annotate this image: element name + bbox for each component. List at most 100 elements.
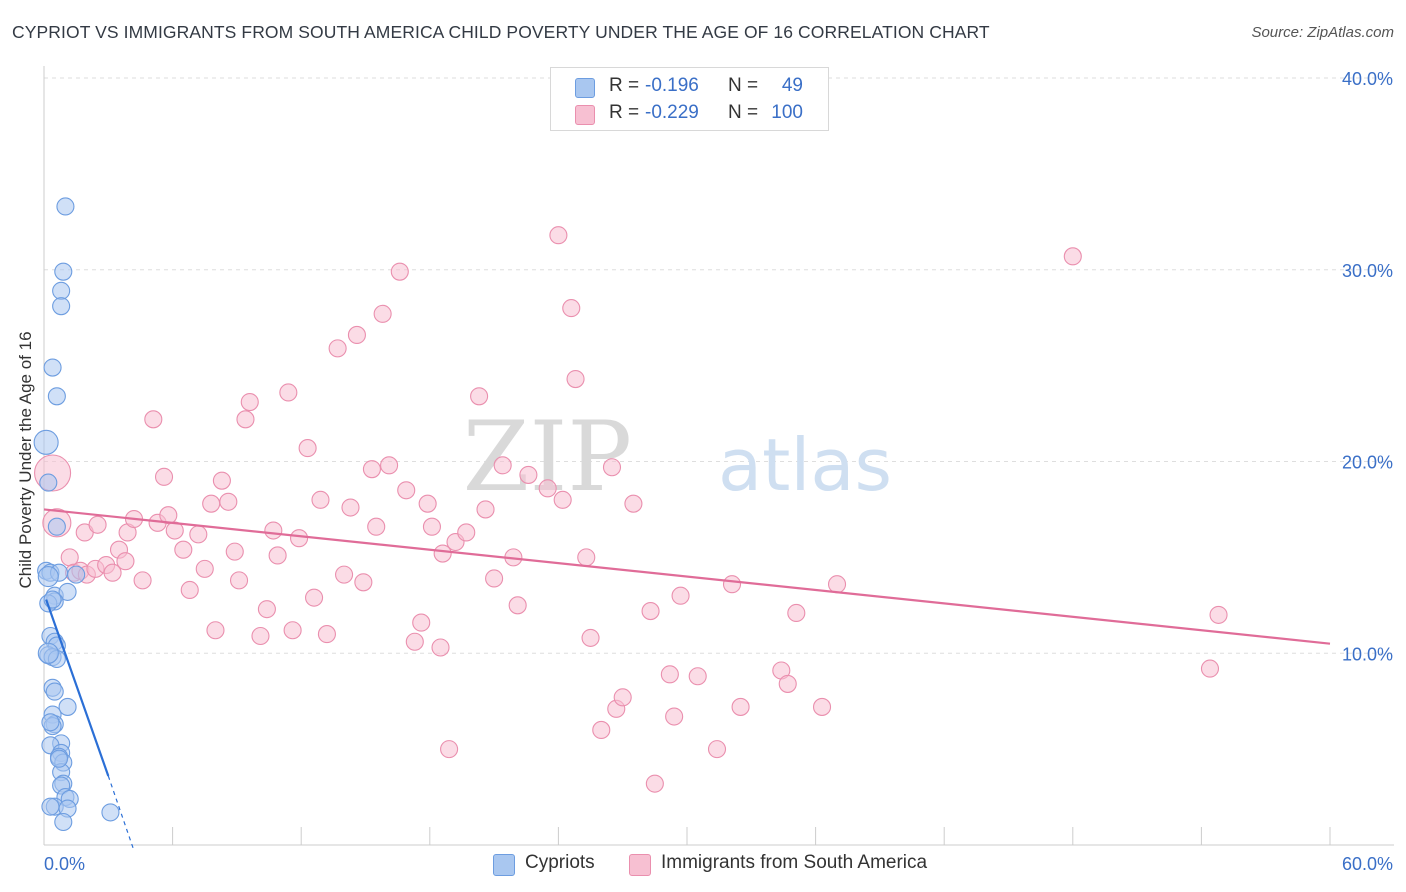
immigrants-point	[380, 456, 399, 475]
immigrants-point	[602, 458, 622, 477]
immigrants-point	[519, 465, 538, 484]
y-tick-label: 20.0%	[1342, 453, 1393, 473]
immigrants-point	[470, 387, 489, 406]
immigrants-point	[328, 339, 347, 358]
immigrants-point	[341, 498, 360, 517]
legend-swatch-immigrants	[575, 105, 595, 125]
immigrants-point	[707, 740, 727, 759]
immigrants-point	[236, 410, 255, 429]
immigrants-point	[645, 774, 664, 793]
immigrants-point	[174, 540, 193, 559]
legend-n-value: 49	[781, 75, 803, 96]
immigrants-point	[219, 492, 238, 511]
legend-row-cypriots: R = -0.196 N = 49	[551, 73, 828, 101]
bottom-legend-label-immigrants: Immigrants from South America	[661, 852, 928, 873]
immigrants-point	[195, 559, 214, 578]
immigrants-point	[412, 613, 431, 632]
immigrants-trend-line	[43, 508, 1331, 645]
immigrants-point	[311, 490, 330, 509]
source-label: Source: ZipAtlas.com	[1251, 24, 1394, 41]
immigrants-point	[133, 571, 152, 590]
immigrants-point	[1063, 247, 1082, 266]
cypriots-point	[41, 797, 60, 816]
cypriots-point	[54, 262, 73, 281]
cypriots-point	[37, 642, 59, 664]
legend-n-value: 100	[771, 102, 803, 123]
immigrants-point	[144, 410, 163, 429]
watermark: ZIP atlas	[463, 401, 892, 513]
cypriots-trend-extension	[107, 775, 135, 851]
cypriots-point	[101, 803, 120, 822]
immigrants-point	[778, 674, 797, 693]
cypriots-point	[41, 713, 60, 732]
legend-r-label: R =	[609, 75, 640, 96]
cypriots-point	[58, 697, 77, 716]
immigrants-point	[671, 586, 690, 605]
immigrants-point	[433, 544, 452, 563]
immigrants-point	[577, 548, 596, 567]
cypriots-point	[58, 582, 77, 601]
immigrants-point	[613, 688, 632, 707]
legend-n-label: N =	[728, 102, 759, 123]
immigrants-point	[508, 596, 527, 615]
immigrants-point	[317, 625, 336, 644]
immigrants-point	[418, 494, 437, 513]
immigrants-point	[225, 542, 244, 561]
legend-row-immigrants: R = -0.229 N = 100	[551, 100, 828, 128]
cypriots-point	[67, 565, 86, 584]
immigrants-point	[279, 383, 298, 402]
immigrants-point	[549, 226, 568, 245]
immigrants-point	[180, 580, 199, 600]
immigrants-point	[422, 517, 441, 536]
y-axis-label-container: Child Poverty Under the Age of 16	[6, 300, 46, 620]
immigrants-point	[688, 667, 707, 686]
cypriots-point	[37, 565, 59, 588]
y-tick-label: 10.0%	[1342, 644, 1393, 664]
immigrants-point	[397, 481, 416, 500]
immigrants-point	[154, 467, 174, 486]
immigrants-point	[485, 569, 504, 588]
immigrants-point	[562, 299, 581, 318]
immigrants-point	[660, 665, 679, 684]
y-axis-label: Child Poverty Under the Age of 16	[16, 331, 35, 589]
immigrants-point	[305, 588, 324, 607]
bottom-legend-swatch-immigrants	[629, 854, 651, 876]
immigrants-point	[88, 515, 107, 534]
immigrants-point	[1200, 659, 1220, 678]
immigrants-point	[283, 621, 302, 640]
immigrants-point	[812, 697, 832, 716]
cypriots-point	[33, 429, 59, 455]
legend-swatch-cypriots	[575, 78, 595, 98]
x-tick-label-max: 60.0%	[1342, 854, 1393, 874]
immigrants-point	[440, 740, 459, 759]
immigrants-point	[457, 523, 476, 542]
series-cypriots-points	[33, 197, 120, 832]
immigrants-point	[206, 621, 225, 640]
immigrants-point	[268, 546, 287, 565]
chart-title: CYPRIOT VS IMMIGRANTS FROM SOUTH AMERICA…	[12, 22, 990, 42]
bottom-legend-swatch-cypriots	[493, 854, 515, 876]
immigrants-point	[665, 707, 684, 726]
immigrants-point	[624, 494, 643, 513]
legend-r-value: -0.229	[645, 102, 699, 123]
immigrants-point	[566, 369, 585, 389]
cypriots-point	[45, 682, 64, 701]
x-tick-label-min: 0.0%	[44, 854, 85, 874]
immigrants-point	[476, 500, 495, 519]
cypriots-point	[52, 297, 71, 316]
immigrants-point	[189, 525, 208, 544]
cypriots-point	[43, 358, 62, 377]
immigrants-point	[229, 571, 249, 590]
cypriots-point	[47, 387, 66, 406]
immigrants-point	[159, 506, 178, 525]
y-tick-label: 30.0%	[1342, 261, 1393, 281]
immigrants-point	[116, 552, 135, 571]
y-tick-label: 40.0%	[1342, 69, 1393, 89]
immigrants-point	[335, 565, 354, 584]
immigrants-point	[405, 632, 424, 651]
cypriots-point	[49, 749, 69, 768]
immigrants-point	[103, 563, 122, 582]
cypriots-point	[54, 812, 73, 832]
immigrants-point	[367, 517, 386, 536]
